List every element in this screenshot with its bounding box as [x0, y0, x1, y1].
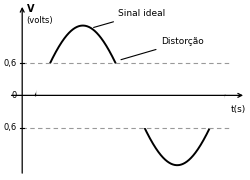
Text: 0,6: 0,6 [4, 59, 17, 68]
Text: Sinal ideal: Sinal ideal [94, 9, 165, 28]
Text: 0: 0 [12, 91, 17, 100]
Text: (volts): (volts) [26, 16, 53, 25]
Text: 0,6: 0,6 [4, 123, 17, 132]
Text: V: V [26, 4, 34, 14]
Text: Distorção: Distorção [121, 37, 204, 60]
Text: t(s): t(s) [231, 105, 246, 114]
